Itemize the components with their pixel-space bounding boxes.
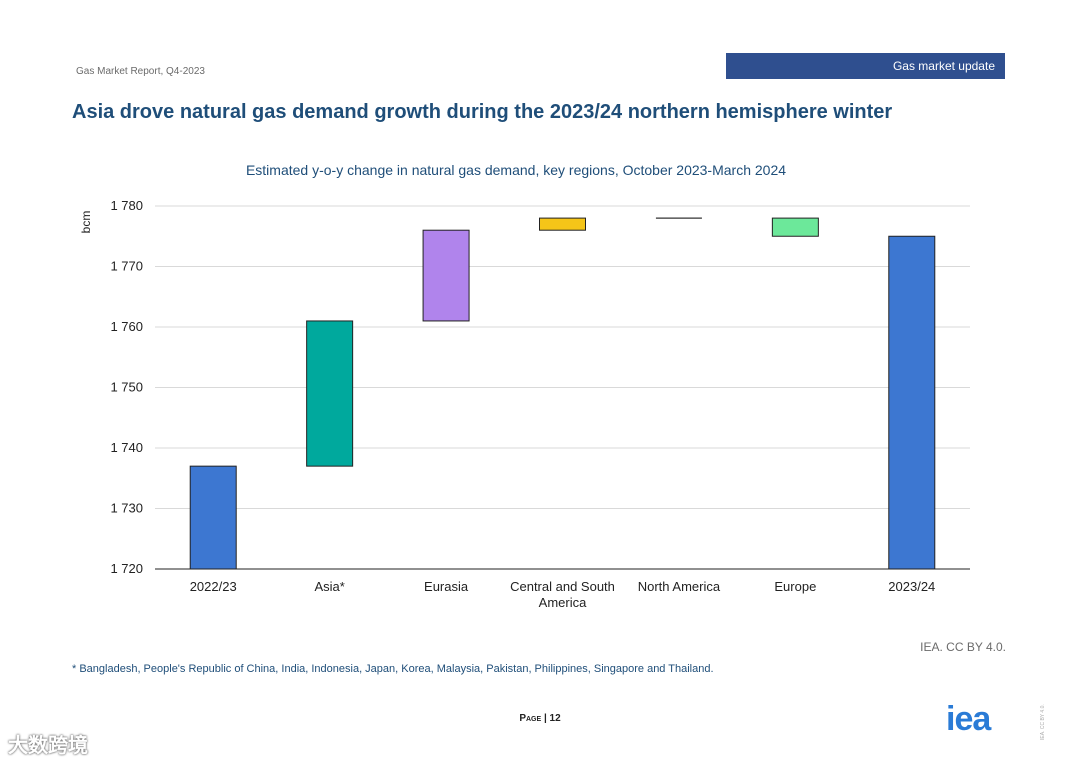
section-tag-label: Gas market update <box>892 59 995 73</box>
x-tick-label: 2023/24 <box>888 579 935 594</box>
y-tick-label: 1 770 <box>110 259 143 274</box>
y-tick-label: 1 720 <box>110 561 143 576</box>
bar-central-and-south-america <box>539 217 586 231</box>
x-tick-label: Central and South America <box>510 579 615 610</box>
page-number-value: | 12 <box>543 713 561 724</box>
source-note: IEA. CC BY 4.0. <box>920 640 1006 654</box>
footnote: * Bangladesh, People's Republic of China… <box>72 663 714 675</box>
x-tick-labels: 2022/23 Asia* Eurasia Central and South Amer… <box>190 579 936 610</box>
y-tick-label: 1 730 <box>110 501 143 516</box>
x-tick-label: Eurasia <box>424 579 469 594</box>
page-label: Page <box>519 713 542 724</box>
page-number: Page | 12 <box>0 713 1080 724</box>
bar-asia- <box>306 320 354 467</box>
x-tick-label: Asia* <box>314 579 344 594</box>
watermark: 大数跨境 <box>8 735 88 757</box>
y-tick-label: 1 750 <box>110 380 143 395</box>
waterfall-chart: Estimated y-o-y change in natural gas de… <box>79 162 970 610</box>
y-axis-label: bcm <box>79 211 93 234</box>
report-label: Gas Market Report, Q4-2023 <box>76 66 205 77</box>
bars <box>189 217 936 570</box>
license-vertical: IEA. CC BY 4.0. <box>1040 704 1046 740</box>
y-tick-label: 1 740 <box>110 440 143 455</box>
bar-2023-24 <box>888 235 936 570</box>
x-tick-label: North America <box>638 579 721 594</box>
page-title: Asia drove natural gas demand growth dur… <box>72 101 893 123</box>
bar-eurasia <box>422 229 470 322</box>
x-tick-label: Europe <box>774 579 816 594</box>
y-tick-labels: 1 720 1 730 1 740 1 750 1 760 1 770 1 780 <box>110 198 143 576</box>
y-tick-label: 1 760 <box>110 319 143 334</box>
grid-lines <box>155 205 970 509</box>
bar-europe <box>771 217 819 237</box>
y-tick-label: 1 780 <box>110 198 143 213</box>
chart-title: Estimated y-o-y change in natural gas de… <box>246 162 786 178</box>
section-tag: Gas market update <box>726 53 1005 79</box>
iea-logo: iea <box>946 700 991 738</box>
bar-2022-23 <box>189 465 237 570</box>
x-tick-label: 2022/23 <box>190 579 237 594</box>
